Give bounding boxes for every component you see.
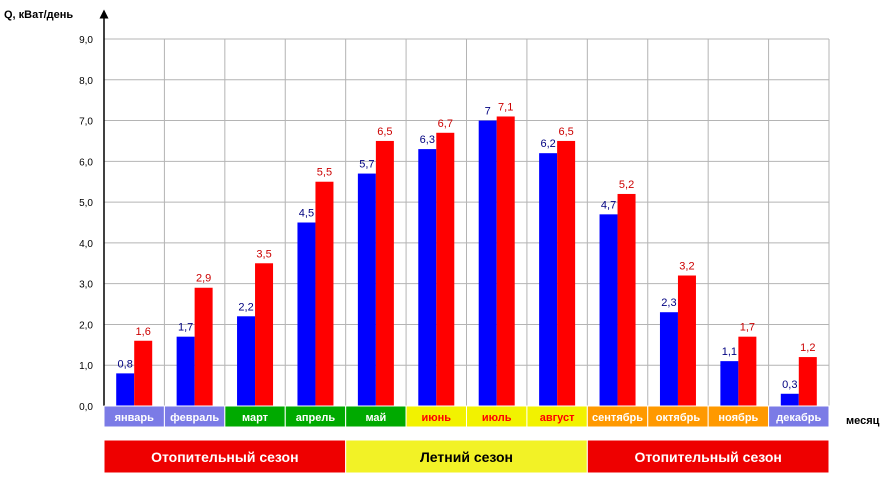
season-cell <box>586 439 830 474</box>
bar <box>599 214 618 406</box>
data-label: 6,5 <box>558 126 573 138</box>
data-label: 1,6 <box>136 326 151 338</box>
data-label: 1,2 <box>800 342 815 354</box>
y-tick-label: 7,0 <box>79 117 93 128</box>
data-label: 0,8 <box>118 358 133 370</box>
bar <box>134 340 153 406</box>
season-cell <box>345 439 588 474</box>
data-label: 0,3 <box>782 379 797 391</box>
bar <box>194 287 213 406</box>
season-label: Отопительный сезон <box>151 449 298 465</box>
y-tick-label: 1,0 <box>79 361 93 372</box>
data-label: 5,2 <box>619 179 634 191</box>
bar <box>375 140 394 406</box>
bar <box>539 153 558 406</box>
month-label: январь <box>115 412 155 424</box>
month-label: май <box>365 412 386 424</box>
bar <box>357 173 376 406</box>
y-tick-label: 5,0 <box>79 198 93 209</box>
data-label: 6,2 <box>540 138 555 150</box>
month-label: июль <box>482 412 512 424</box>
data-label: 1,7 <box>740 322 755 334</box>
bar <box>738 336 757 406</box>
bar <box>315 181 334 406</box>
bar <box>659 312 678 406</box>
data-label: 6,3 <box>420 134 435 146</box>
bar <box>418 149 437 406</box>
bar <box>478 120 497 407</box>
bar <box>297 222 316 406</box>
season-label: Летний сезон <box>420 449 513 465</box>
data-label: 6,7 <box>438 118 453 130</box>
month-label: август <box>540 412 575 424</box>
data-label: 7 <box>485 106 491 118</box>
data-label: 2,3 <box>661 297 676 309</box>
season-label: Отопительный сезон <box>634 449 781 465</box>
month-label: июнь <box>422 412 452 424</box>
y-tick-label: 2,0 <box>79 320 93 331</box>
season-row: Отопительный сезон Летний сезон Отопительн… <box>103 439 830 474</box>
bar <box>557 140 576 406</box>
bar <box>617 193 636 406</box>
data-label: 5,7 <box>359 159 374 171</box>
bar <box>116 373 135 406</box>
month-label: ноябрь <box>718 412 758 424</box>
data-label: 3,2 <box>679 261 694 273</box>
data-label: 7,1 <box>498 101 513 113</box>
bar <box>436 132 455 407</box>
y-tick-label: 9,0 <box>79 35 93 46</box>
data-label: 1,1 <box>722 346 737 358</box>
grid <box>104 38 830 406</box>
bar <box>496 116 515 406</box>
data-label: 5,5 <box>317 167 332 179</box>
data-label: 4,5 <box>299 208 314 220</box>
bar <box>255 263 274 406</box>
month-label: сентябрь <box>592 412 643 424</box>
data-label: 2,9 <box>196 273 211 285</box>
y-tick-label: 4,0 <box>79 239 93 250</box>
month-label: февраль <box>170 412 219 424</box>
month-label: декабрь <box>776 412 821 424</box>
data-label: 2,2 <box>238 301 253 313</box>
y-tick-label: 6,0 <box>79 157 93 168</box>
month-label: октябрь <box>656 412 701 424</box>
data-labels: 0,8 1,6 1,7 2,9 2,2 3,5 4,5 5,5 5,7 6,5 6,36,7 7 7,1… <box>118 101 816 390</box>
y-tick-label: 0,0 <box>79 402 93 413</box>
month-cell <box>768 405 830 428</box>
bar <box>798 357 817 406</box>
data-label: 1,7 <box>178 322 193 334</box>
bars <box>116 116 817 407</box>
bar <box>720 361 739 406</box>
y-tick-label: 3,0 <box>79 280 93 291</box>
data-label: 6,5 <box>377 126 392 138</box>
data-label: 4,7 <box>601 199 616 211</box>
y-axis-label: Q, кВат/день <box>4 9 73 21</box>
data-label: 3,5 <box>256 248 271 260</box>
season-cell <box>103 439 347 474</box>
y-tick-label: 8,0 <box>79 76 93 87</box>
month-label: апрель <box>296 412 336 424</box>
month-row: январь февраль март апрель май июнь июль август… <box>103 405 830 428</box>
bar <box>677 275 696 406</box>
bar <box>176 336 195 406</box>
bar <box>237 316 256 406</box>
month-label: март <box>242 412 269 424</box>
x-axis-label: месяц <box>846 415 880 427</box>
bar <box>780 393 799 406</box>
y-tick-labels: 0,0 1,0 2,0 3,0 4,0 5,0 6,0 7,0 8,0 9,0 <box>79 35 93 413</box>
